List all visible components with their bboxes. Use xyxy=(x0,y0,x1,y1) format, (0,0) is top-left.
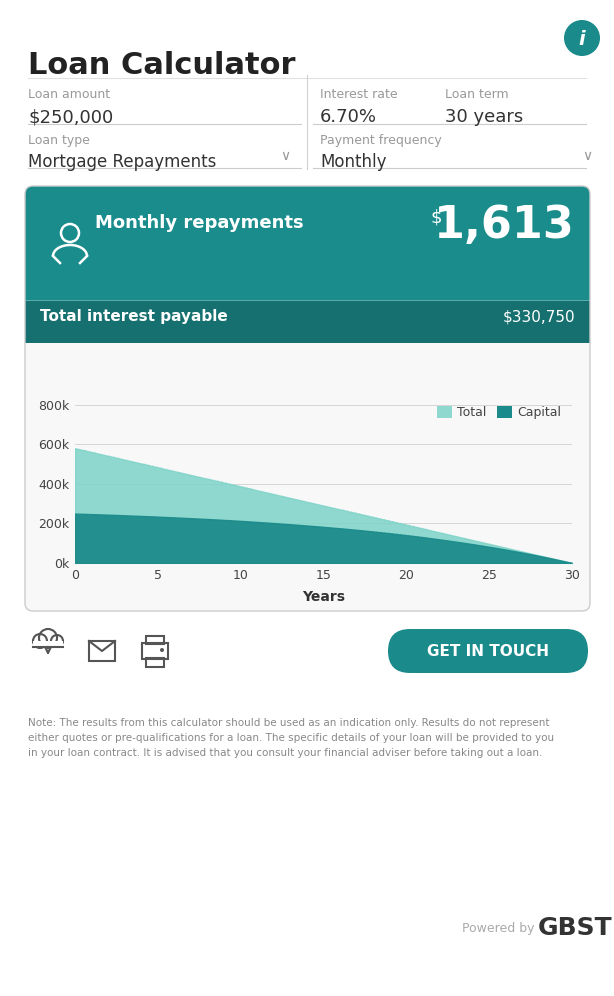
Bar xyxy=(25,301,590,311)
Text: Powered by: Powered by xyxy=(462,921,535,934)
Text: GET IN TOUCH: GET IN TOUCH xyxy=(427,643,549,658)
Circle shape xyxy=(564,20,600,56)
Text: Monthly repayments: Monthly repayments xyxy=(95,214,304,232)
Bar xyxy=(146,636,164,644)
Legend: Total, Capital: Total, Capital xyxy=(432,401,565,424)
Text: Loan type: Loan type xyxy=(28,134,90,147)
Bar xyxy=(33,641,63,647)
Text: i: i xyxy=(578,30,585,49)
Text: Total interest payable: Total interest payable xyxy=(40,309,228,324)
Text: $330,750: $330,750 xyxy=(502,309,575,324)
Text: $250,000: $250,000 xyxy=(28,108,113,126)
Bar xyxy=(89,641,115,661)
Text: 1,613: 1,613 xyxy=(434,204,575,247)
Circle shape xyxy=(160,648,164,652)
Bar xyxy=(146,658,164,667)
Bar xyxy=(142,643,168,659)
FancyBboxPatch shape xyxy=(388,629,588,673)
Text: Loan term: Loan term xyxy=(445,88,508,101)
Bar xyxy=(89,641,115,661)
Text: Loan Calculator: Loan Calculator xyxy=(28,51,295,80)
Text: ∨: ∨ xyxy=(280,149,290,163)
FancyBboxPatch shape xyxy=(25,186,590,301)
Text: Loan amount: Loan amount xyxy=(28,88,110,101)
Text: Monthly: Monthly xyxy=(320,153,386,171)
Text: ∨: ∨ xyxy=(582,149,592,163)
Text: 30 years: 30 years xyxy=(445,108,523,126)
X-axis label: Years: Years xyxy=(302,590,345,604)
Text: Mortgage Repayments: Mortgage Repayments xyxy=(28,153,216,171)
Text: 6.70%: 6.70% xyxy=(320,108,377,126)
Bar xyxy=(25,291,590,301)
FancyBboxPatch shape xyxy=(25,301,590,611)
Text: Payment frequency: Payment frequency xyxy=(320,134,441,147)
Text: $: $ xyxy=(430,208,441,226)
Bar xyxy=(25,301,590,343)
Text: Interest rate: Interest rate xyxy=(320,88,398,101)
Text: Note: The results from this calculator should be used as an indication only. Res: Note: The results from this calculator s… xyxy=(28,718,554,758)
Text: GBST: GBST xyxy=(538,916,612,940)
